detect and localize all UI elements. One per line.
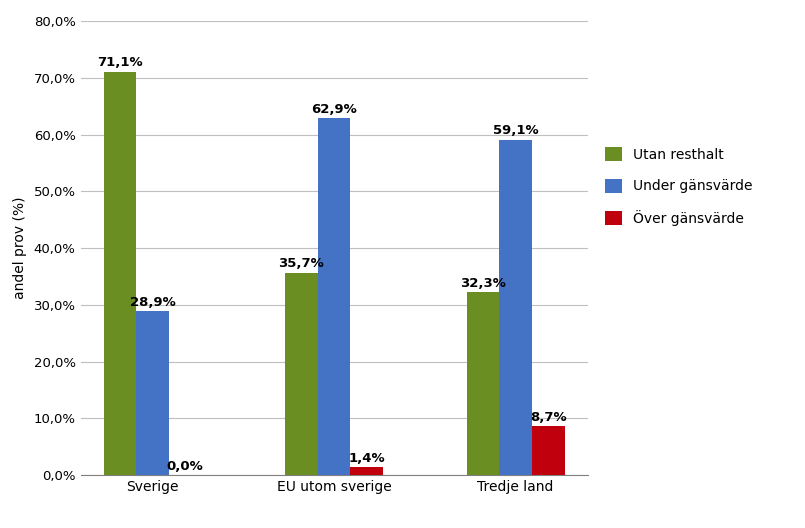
Bar [532,426,564,475]
Text: 35,7%: 35,7% [279,257,324,270]
Bar [318,118,350,475]
Bar [499,140,532,475]
Text: 8,7%: 8,7% [530,411,567,423]
Bar [467,292,499,475]
Bar [104,72,136,475]
Text: 62,9%: 62,9% [312,103,357,116]
Legend: Utan resthalt, Under gänsvärde, Över gänsvärde: Utan resthalt, Under gänsvärde, Över gän… [600,142,758,232]
Y-axis label: andel prov (%): andel prov (%) [13,197,27,299]
Text: 28,9%: 28,9% [130,296,175,309]
Bar [136,311,169,475]
Text: 71,1%: 71,1% [97,56,142,69]
Bar [285,272,318,475]
Text: 59,1%: 59,1% [493,125,539,137]
Text: 1,4%: 1,4% [349,452,385,465]
Text: 0,0%: 0,0% [167,460,204,473]
Bar [350,467,383,475]
Text: 32,3%: 32,3% [460,277,506,289]
